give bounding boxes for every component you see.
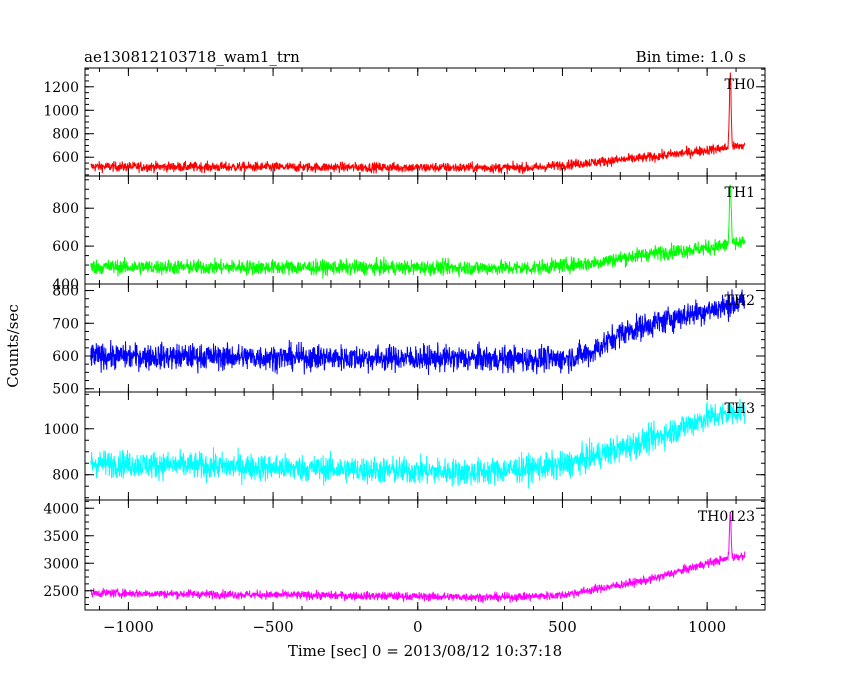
x-tick-label: 1000 xyxy=(688,618,726,636)
y-tick-label: 1200 xyxy=(43,80,79,96)
x-tick-label: −500 xyxy=(252,618,293,636)
y-tick-label: 2500 xyxy=(43,584,79,600)
y-tick-label: 600 xyxy=(52,349,79,365)
y-tick-label: 1000 xyxy=(43,422,79,438)
panel-frame xyxy=(84,391,766,501)
series-line-th1 xyxy=(90,184,746,279)
panel-frame xyxy=(84,283,766,393)
y-tick-label: 500 xyxy=(52,382,79,398)
y-tick-label: 800 xyxy=(52,468,79,484)
y-tick-label: 1000 xyxy=(43,103,79,119)
y-tick-label: 800 xyxy=(52,201,79,217)
series-line-th3 xyxy=(90,398,746,489)
chart-right-title: Bin time: 1.0 s xyxy=(636,48,746,66)
panel-label-th1: TH1 xyxy=(725,185,755,201)
panel-label-th0123: TH0123 xyxy=(698,509,755,525)
panel-frame xyxy=(84,499,766,611)
y-axis-label: Counts/sec xyxy=(4,304,22,388)
y-tick-label: 4000 xyxy=(43,501,79,517)
x-tick-label: 0 xyxy=(413,618,423,636)
y-tick-label: 700 xyxy=(52,316,79,332)
y-tick-label: 600 xyxy=(52,150,79,166)
y-tick-label: 800 xyxy=(52,284,79,300)
panel-label-th2: TH2 xyxy=(725,293,755,309)
series-line-th0 xyxy=(90,72,746,175)
x-tick-label: −1000 xyxy=(103,618,154,636)
y-tick-label: 3000 xyxy=(43,556,79,572)
x-tick-label: 500 xyxy=(548,618,577,636)
panel-label-th3: TH3 xyxy=(725,401,755,417)
panel-frame xyxy=(84,67,766,177)
series-line-th0123 xyxy=(90,512,746,603)
series-line-th2 xyxy=(90,289,746,376)
y-tick-label: 3500 xyxy=(43,529,79,545)
y-tick-label: 600 xyxy=(52,239,79,255)
chart-left-title: ae130812103718_wam1_trn xyxy=(84,48,300,66)
x-axis-label: Time [sec] 0 = 2013/08/12 10:37:18 xyxy=(288,642,562,660)
y-tick-label: 400 xyxy=(52,277,79,293)
y-tick-label: 800 xyxy=(52,127,79,143)
panel-label-th0: TH0 xyxy=(725,77,755,93)
panels-group: 600 800 1000 1200 TH0 400 600 800 TH1 500 600 700 80… xyxy=(43,67,766,636)
